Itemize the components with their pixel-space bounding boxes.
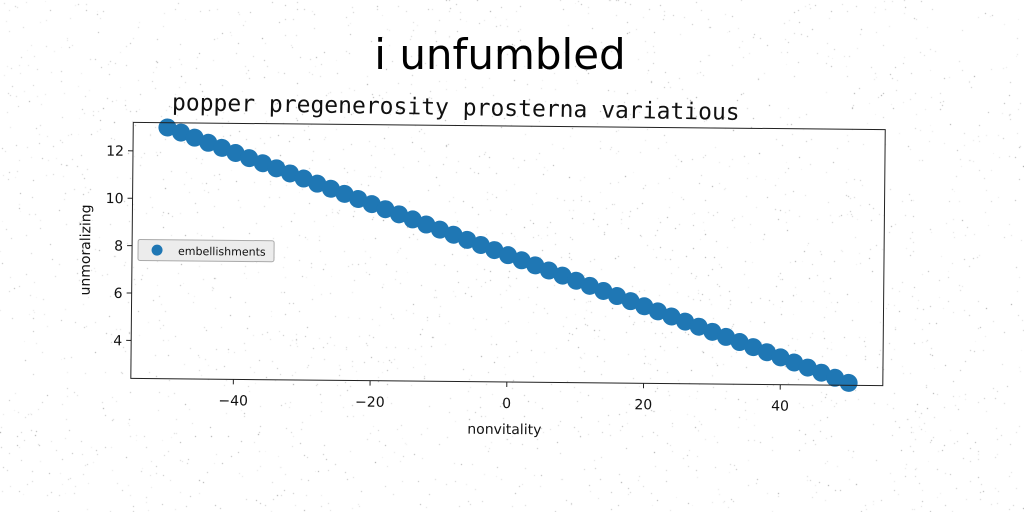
x-tick-label: 0 (502, 396, 511, 412)
legend: embellishments (138, 239, 274, 261)
y-tick-label: 6 (114, 286, 123, 302)
y-tick-label: 12 (106, 144, 124, 160)
x-tick-label: 40 (771, 399, 789, 415)
y-tick-label: 8 (114, 238, 123, 254)
data-point (840, 374, 858, 392)
y-tick-label: 4 (113, 333, 122, 349)
x-tick-label: −20 (355, 395, 385, 411)
x-axis-ticks: −40 −20 0 20 40 (218, 379, 789, 414)
x-tick-label: −40 (218, 393, 248, 409)
y-tick-label: 10 (106, 191, 124, 207)
y-axis-ticks: 4 6 8 10 12 (104, 144, 133, 350)
legend-marker (152, 245, 163, 256)
y-axis-label: unmoralizing (78, 204, 95, 295)
legend-label-embellishments: embellishments (178, 245, 266, 259)
x-tick-label: 20 (634, 397, 652, 413)
x-axis-label: nonvitality (467, 422, 541, 439)
